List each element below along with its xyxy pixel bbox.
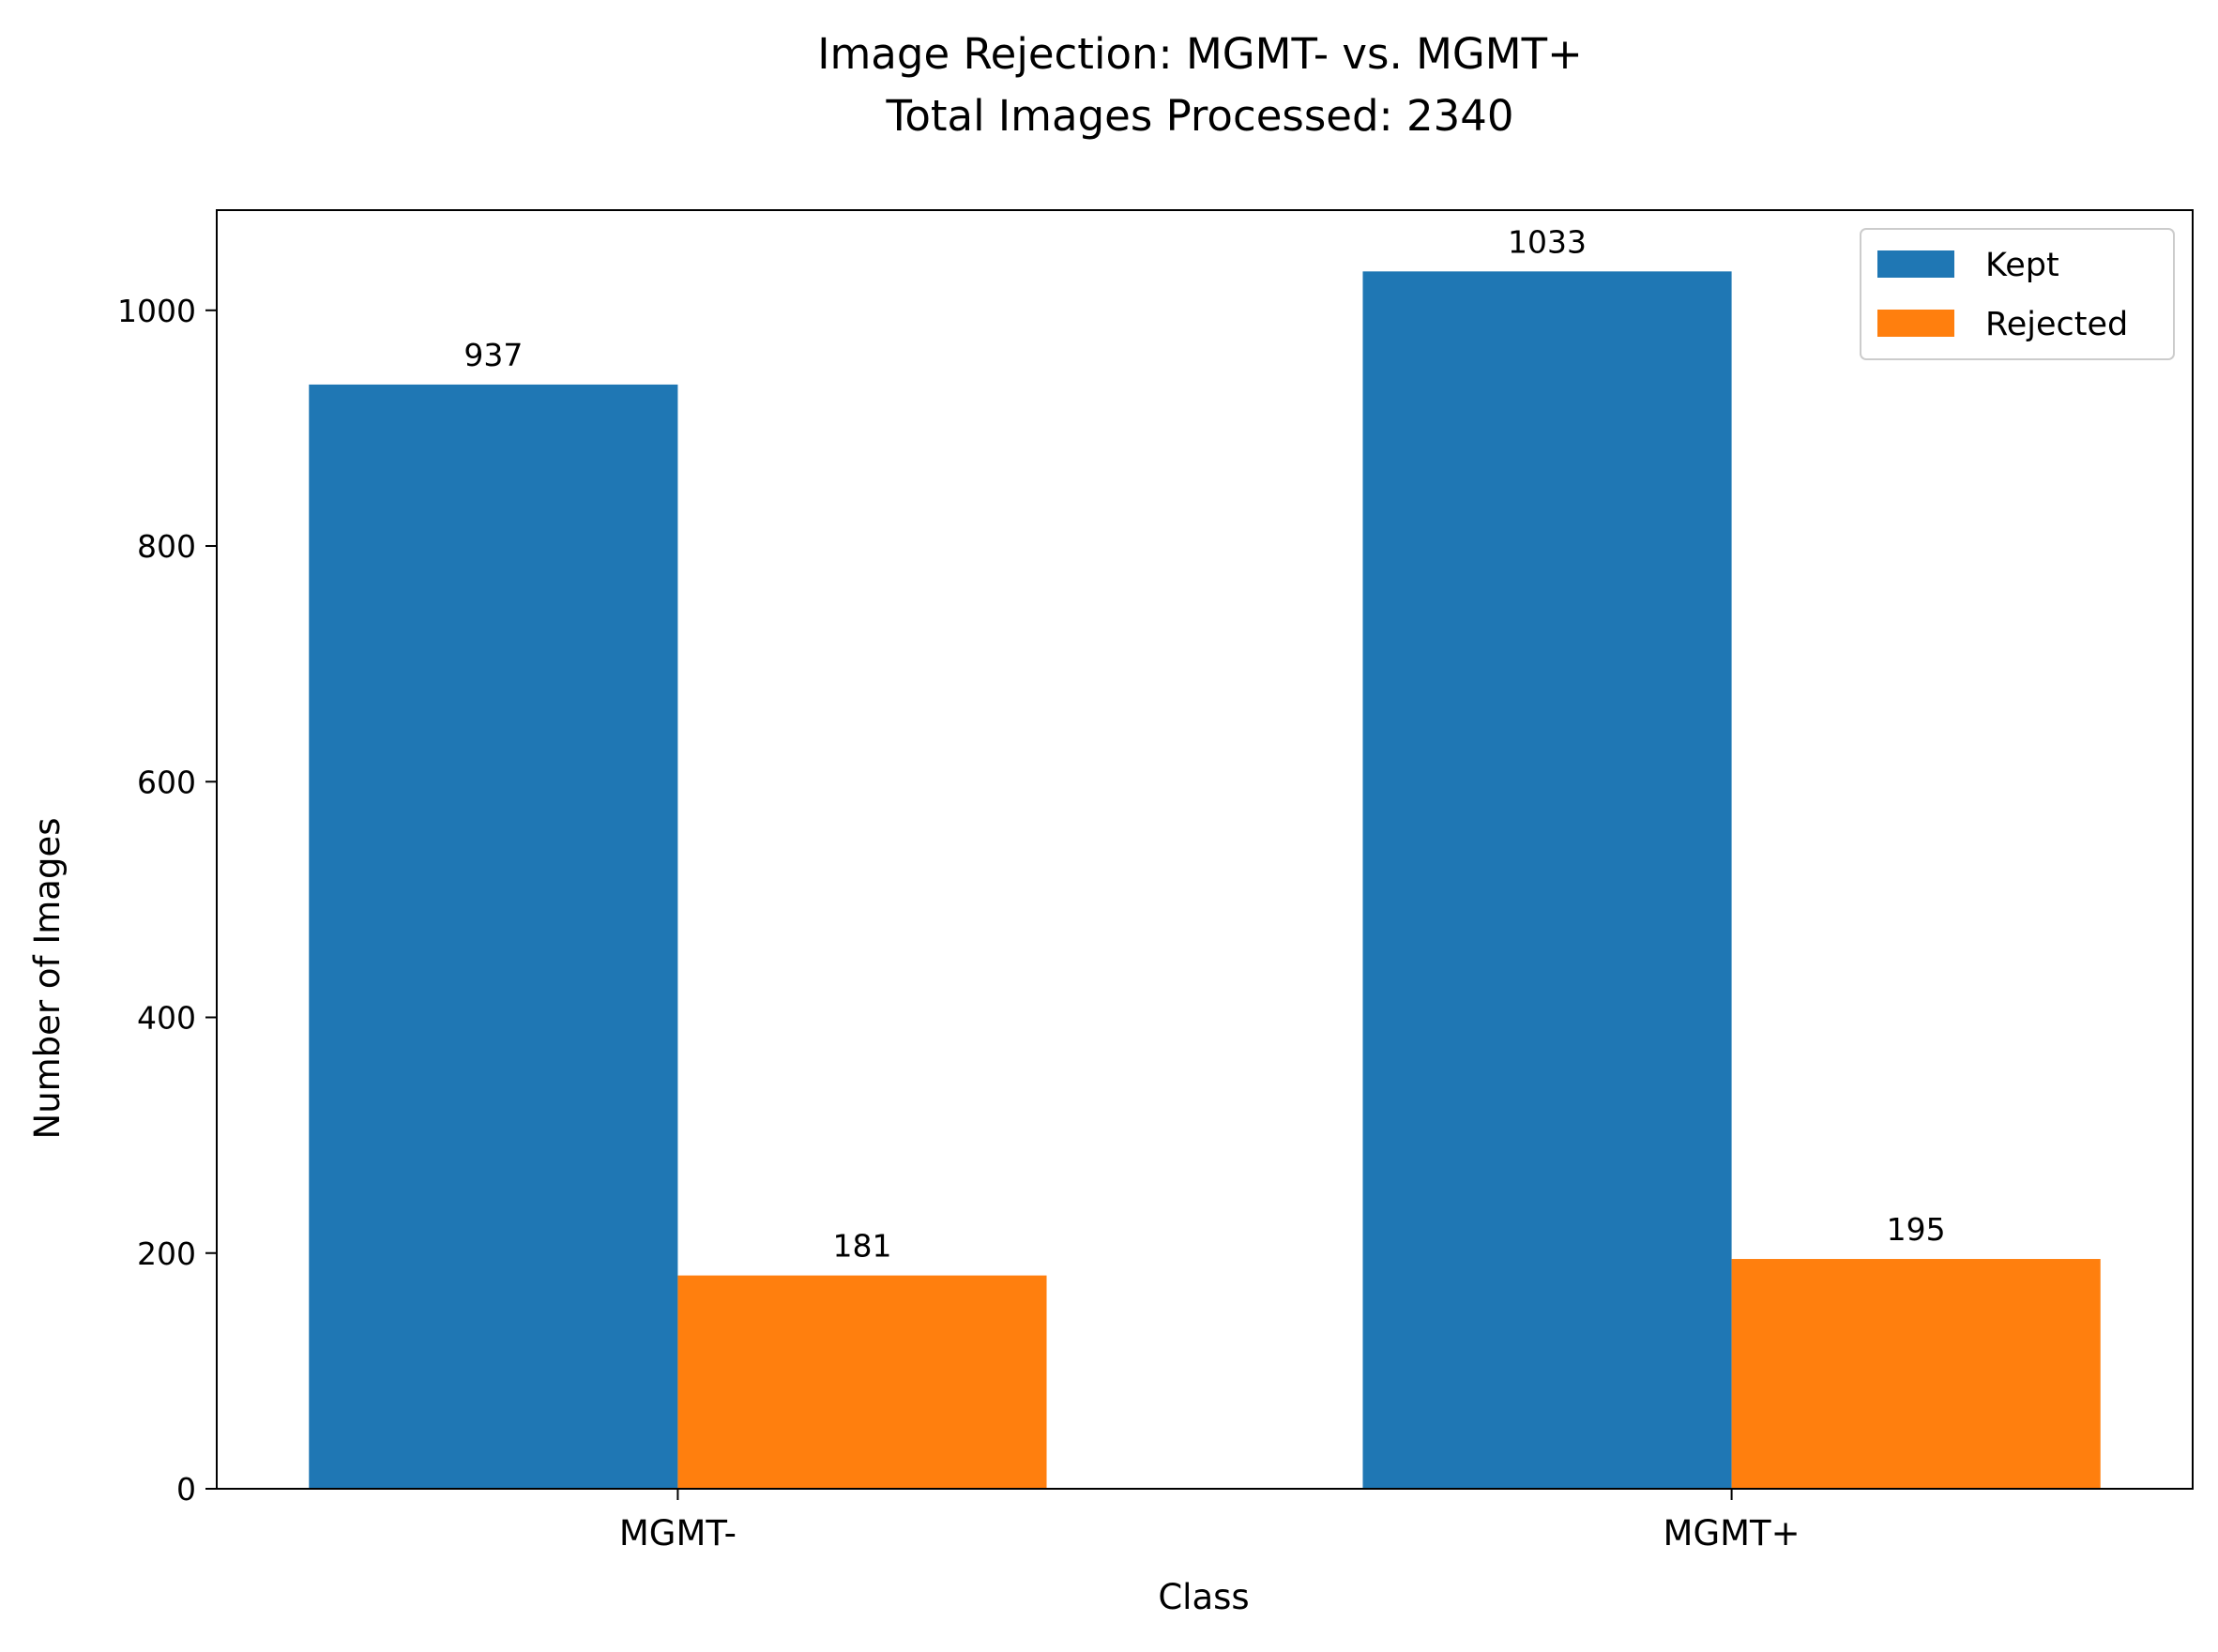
legend-swatch-kept	[1877, 250, 1954, 278]
y-axis-label: Number of Images	[27, 818, 68, 1140]
chart-subtitle: Total Images Processed: 2340	[885, 91, 1513, 141]
data-label-kept-1: 937	[463, 337, 523, 373]
y-tick-label: 1000	[117, 293, 196, 329]
y-tick-label: 600	[137, 764, 196, 800]
legend-label-kept: Kept	[1985, 247, 2059, 284]
x-axis-label: Class	[1158, 1577, 1249, 1617]
axes-layer: MGMT- MGMT+ 0 200 400 600 800 1000	[117, 209, 2194, 1553]
bar-rejected-2	[1731, 1259, 2101, 1489]
data-labels-layer: 937 181 1033 195	[463, 223, 1945, 1264]
bar-kept-2	[1362, 271, 1732, 1490]
data-label-rejected-2: 195	[1887, 1211, 1946, 1248]
bars-layer	[309, 271, 2101, 1490]
data-label-rejected-1: 181	[832, 1228, 891, 1265]
y-tick-label: 0	[176, 1471, 196, 1508]
y-tick-label: 800	[137, 528, 196, 565]
bar-rejected-1	[677, 1275, 1047, 1489]
bar-kept-1	[309, 384, 678, 1489]
legend: Kept Rejected	[1860, 228, 2175, 360]
x-tick-label: MGMT+	[1664, 1513, 1800, 1553]
legend-label-rejected: Rejected	[1985, 306, 2128, 343]
y-tick-label: 200	[137, 1235, 196, 1272]
y-tick-label: 400	[137, 1000, 196, 1037]
x-tick-label: MGMT-	[619, 1513, 737, 1553]
data-label-kept-2: 1033	[1508, 223, 1587, 260]
plot-frame	[216, 209, 2194, 1490]
chart-title: Image Rejection: MGMT- vs. MGMT+	[817, 29, 1583, 79]
legend-swatch-rejected	[1877, 310, 1954, 337]
